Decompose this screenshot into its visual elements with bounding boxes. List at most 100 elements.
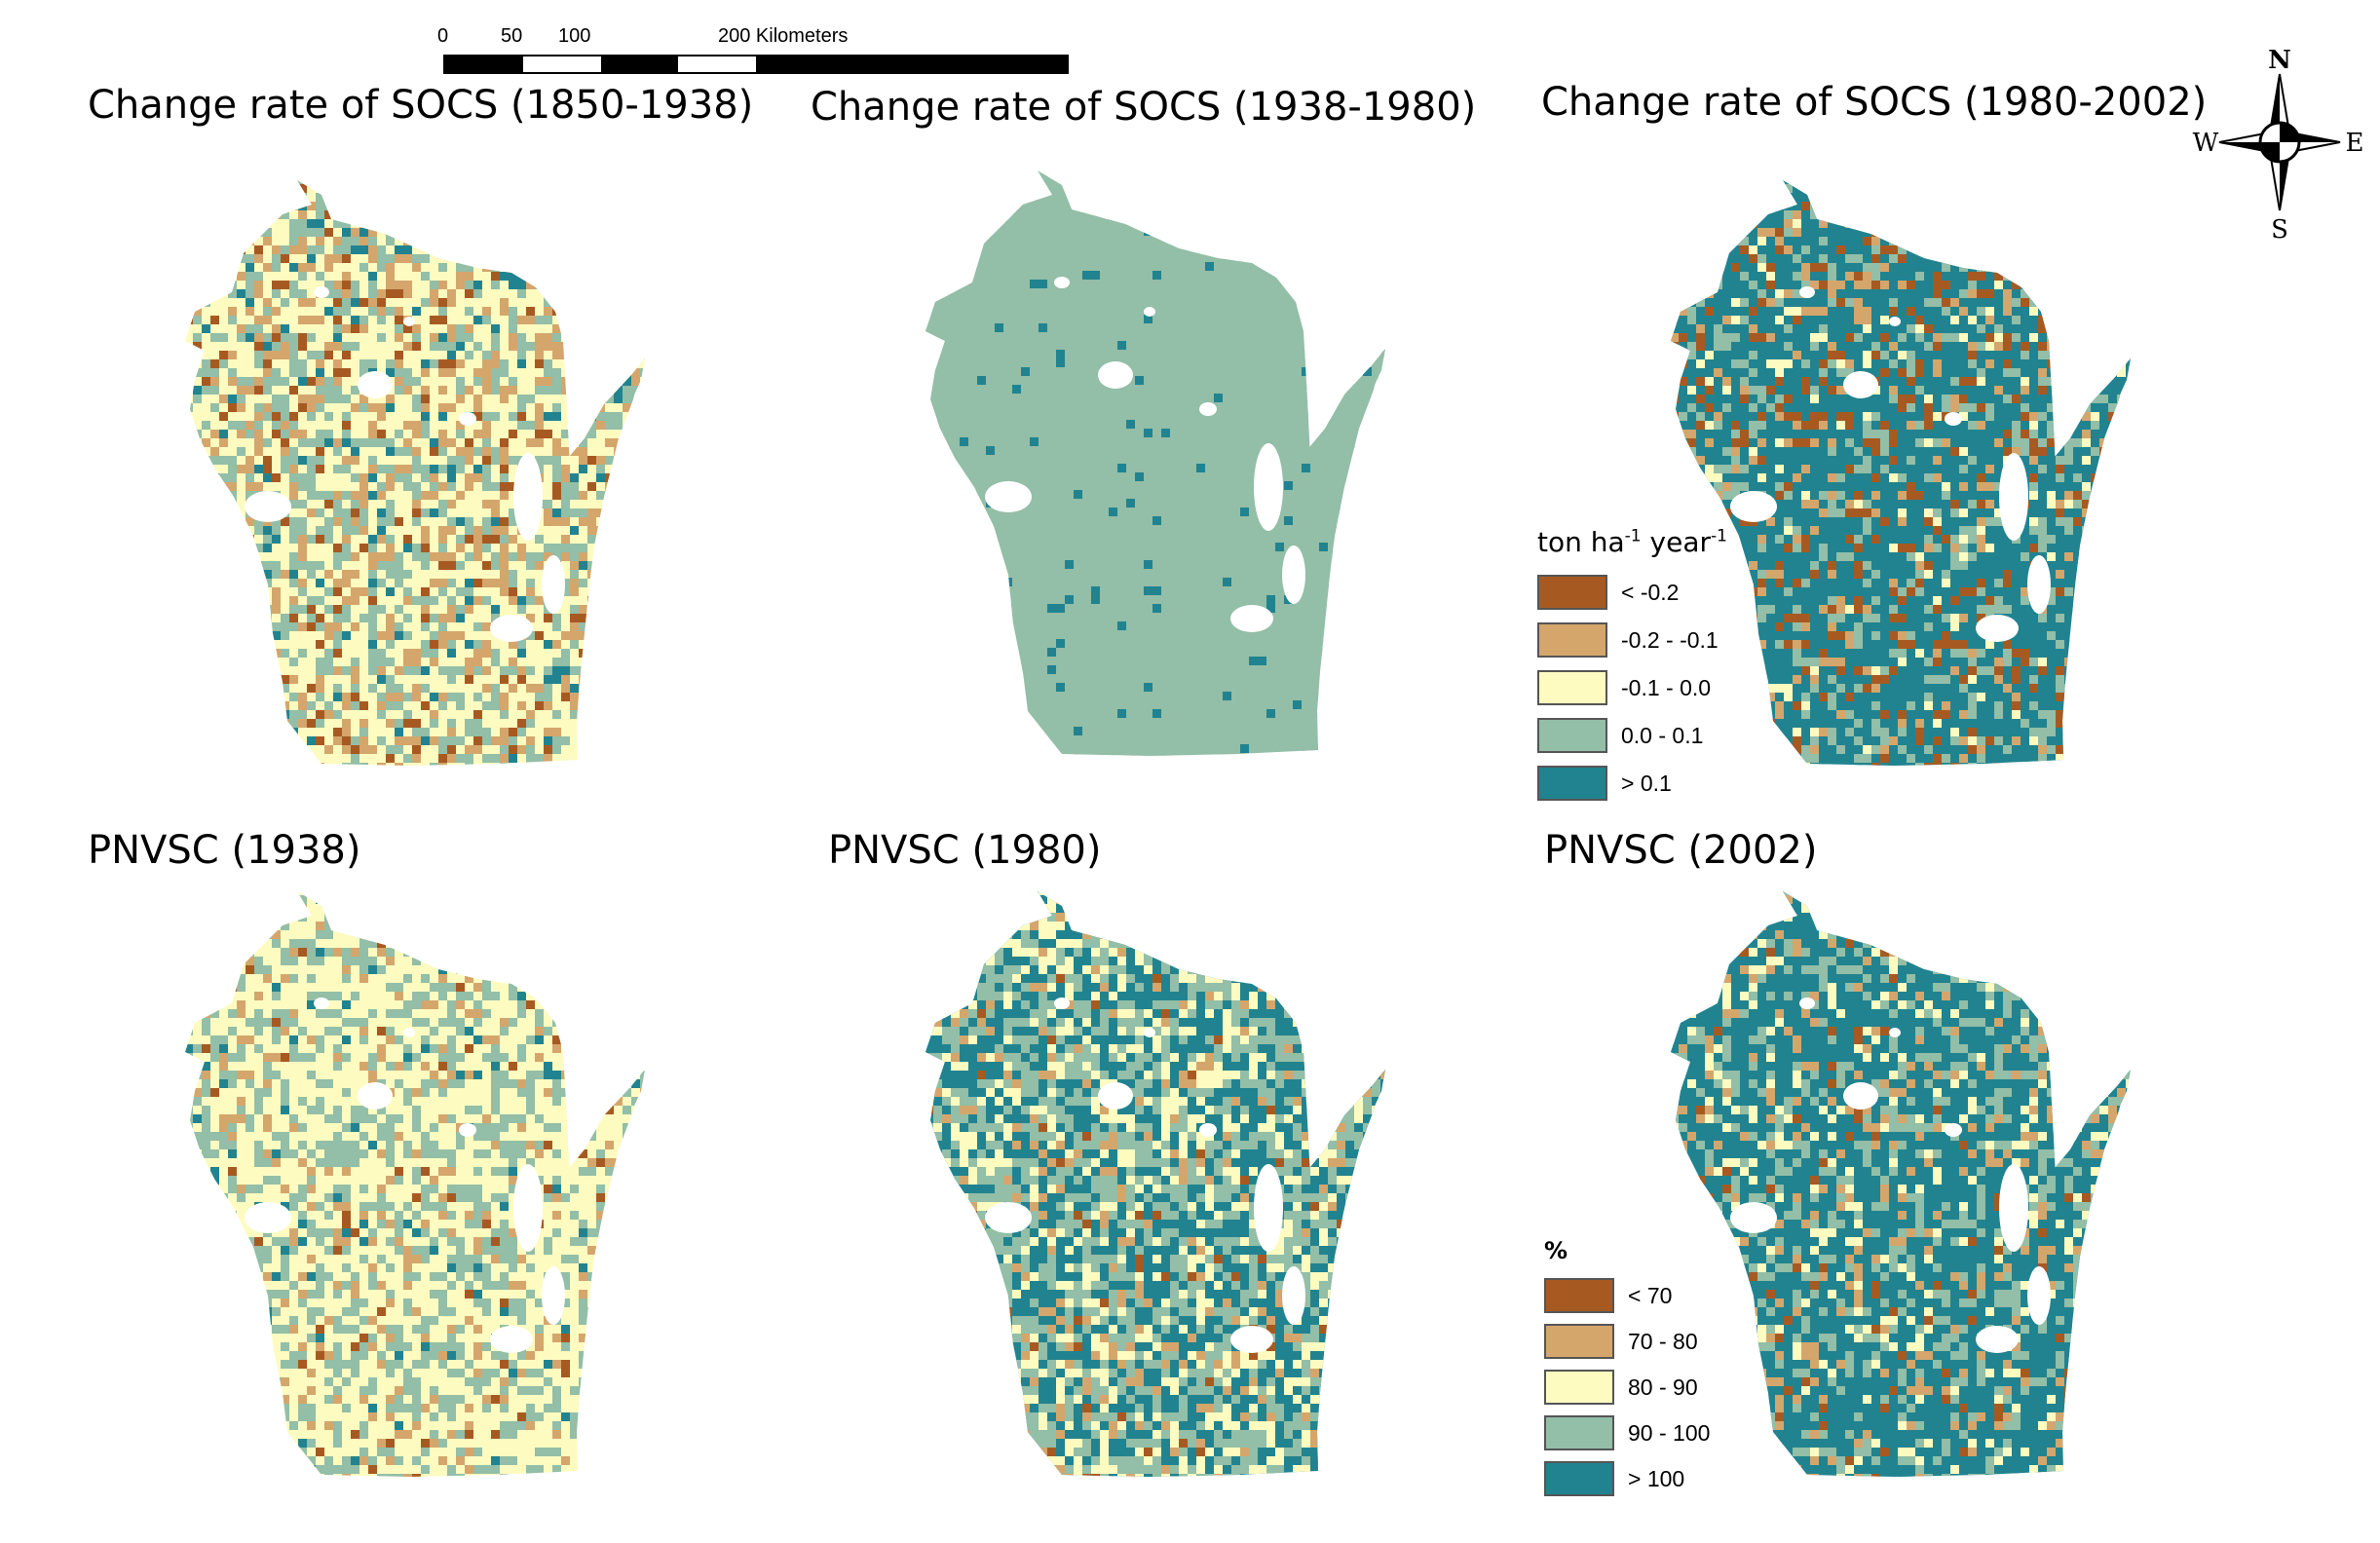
legend-swatch [1537, 622, 1607, 658]
map-raster [926, 891, 1385, 1477]
legend-swatch [1537, 766, 1607, 801]
lake [1054, 997, 1070, 1009]
lake [1254, 443, 1283, 531]
legend-socs-title: ton ha-1 year-1 [1537, 526, 1727, 558]
lake [1730, 1202, 1777, 1233]
lake [1945, 412, 1962, 426]
lake [1889, 317, 1901, 326]
legend-label: 80 - 90 [1628, 1374, 1698, 1400]
legend-pnvsc-item: < 70 [1544, 1278, 1672, 1313]
scale-bar: 0 50 100 200 Kilometers [437, 21, 1125, 80]
scale-segment-4 [678, 56, 756, 72]
legend-socs-item: < -0.2 [1537, 575, 1679, 610]
lake [245, 491, 291, 522]
lake [1098, 361, 1133, 389]
map-raster [185, 180, 645, 766]
legend-socs: ton ha-1 year-1 < -0.2 -0.2 - -0.1 -0.1 … [1537, 526, 1791, 809]
lake [490, 615, 533, 642]
map-pnvsc-2002 [1671, 891, 2131, 1477]
lake [542, 555, 565, 614]
legend-socs-item: 0.0 - 0.1 [1537, 718, 1703, 753]
scale-tick-50: 50 [501, 25, 523, 47]
legend-label: < -0.2 [1621, 579, 1680, 605]
lake [1282, 1266, 1305, 1325]
lake [542, 1266, 565, 1325]
legend-socs-item: -0.1 - 0.0 [1537, 670, 1711, 705]
lake [2027, 1266, 2051, 1325]
lake [1144, 307, 1155, 317]
lake [1282, 546, 1305, 604]
lake [314, 997, 329, 1009]
lake [1945, 1123, 1962, 1137]
legend-label: 70 - 80 [1628, 1328, 1698, 1354]
legend-socs-title-sup1: -1 [1624, 526, 1642, 546]
lake [245, 1202, 291, 1233]
legend-swatch [1544, 1461, 1614, 1496]
map-socs-1938-1980 [926, 170, 1385, 756]
lake [490, 1326, 533, 1353]
panel-title-socs-1850-1938: Change rate of SOCS (1850-1938) [88, 83, 754, 128]
legend-pnvsc-item: 90 - 100 [1544, 1415, 1710, 1450]
lake [2027, 555, 2051, 614]
map-raster [926, 170, 1385, 756]
lake [459, 412, 476, 426]
map-raster [185, 891, 645, 1477]
compass-e: E [2346, 129, 2364, 158]
lake [1799, 997, 1815, 1009]
lake [1199, 1123, 1217, 1137]
lake [1843, 1082, 1878, 1110]
scale-bar-body [443, 55, 1069, 74]
lake [1999, 1164, 2028, 1252]
panel-title-pnvsc-1980: PNVSC (1980) [828, 828, 1102, 873]
legend-swatch [1537, 575, 1607, 610]
lake [1054, 277, 1070, 288]
lake [1230, 605, 1273, 632]
legend-label: < 70 [1628, 1282, 1673, 1308]
panel-title-socs-1980-2002: Change rate of SOCS (1980-2002) [1541, 80, 2208, 125]
lake [1230, 1326, 1273, 1353]
compass-n: N [2268, 47, 2291, 75]
legend-label: 90 - 100 [1628, 1419, 1711, 1446]
legend-label: > 100 [1628, 1465, 1685, 1491]
legend-socs-title-year: year [1641, 526, 1711, 558]
lake [403, 1028, 415, 1037]
map-pnvsc-1938 [185, 891, 645, 1477]
legend-pnvsc-item: 80 - 90 [1544, 1370, 1698, 1405]
lake [1730, 491, 1777, 522]
lake [985, 1202, 1032, 1233]
lake [985, 481, 1032, 512]
legend-swatch [1537, 670, 1607, 705]
compass-s: S [2271, 215, 2288, 242]
legend-label: > 0.1 [1621, 770, 1672, 796]
north-arrow-icon: N S W E [2193, 47, 2364, 242]
scale-segment-2 [522, 56, 601, 72]
panel-title-pnvsc-2002: PNVSC (2002) [1544, 828, 1818, 873]
lake [459, 1123, 476, 1137]
legend-label: -0.2 - -0.1 [1621, 626, 1719, 653]
scale-tick-200: 200 Kilometers [718, 25, 849, 47]
lake [314, 286, 329, 298]
panel-title-socs-1938-1980: Change rate of SOCS (1938-1980) [811, 85, 1477, 130]
legend-socs-title-unit: ton ha [1537, 526, 1625, 558]
lake [1976, 1326, 2019, 1353]
lake [1999, 453, 2028, 541]
legend-swatch [1544, 1370, 1614, 1405]
legend-pnvsc-title: % [1544, 1237, 1568, 1264]
legend-pnvsc-item: > 100 [1544, 1461, 1684, 1496]
lake [358, 1082, 393, 1110]
lake [513, 453, 543, 541]
legend-swatch [1544, 1415, 1614, 1450]
legend-pnvsc: % < 70 70 - 80 80 - 90 90 - 100 > 100 [1544, 1237, 1758, 1496]
compass-w: W [2193, 129, 2219, 158]
panel-title-pnvsc-1938: PNVSC (1938) [88, 828, 361, 873]
lake [513, 1164, 543, 1252]
scale-tick-0: 0 [437, 25, 449, 47]
lake [1144, 1028, 1155, 1037]
scale-segment-5 [756, 56, 1067, 72]
legend-pnvsc-item: 70 - 80 [1544, 1324, 1698, 1359]
legend-socs-item: -0.2 - -0.1 [1537, 622, 1719, 658]
lake [1199, 402, 1217, 416]
legend-label: -0.1 - 0.0 [1621, 674, 1712, 700]
lake [358, 371, 393, 398]
lake [1976, 615, 2019, 642]
